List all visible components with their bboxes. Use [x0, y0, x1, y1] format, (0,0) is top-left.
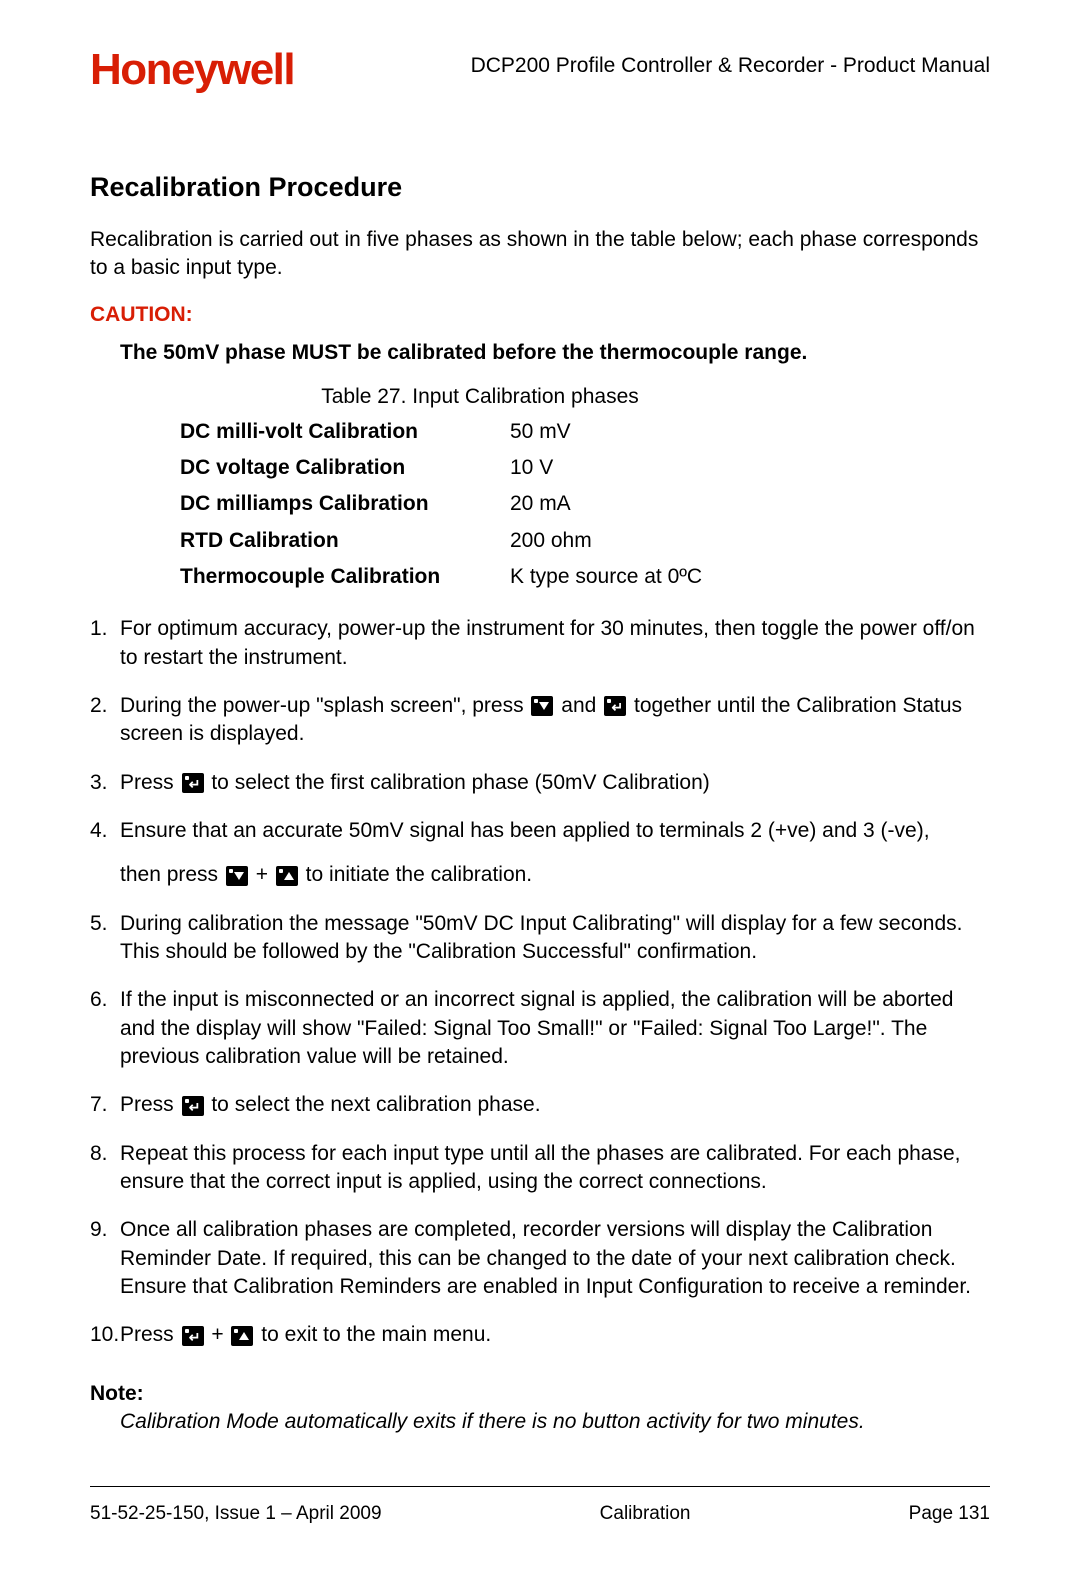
footer-right: Page 131 — [909, 1501, 990, 1527]
phase-label: RTD Calibration — [180, 527, 510, 555]
enter-key-icon — [182, 1326, 204, 1346]
step-4: 4. Ensure that an accurate 50mV signal h… — [90, 817, 990, 890]
table-caption: Table 27. Input Calibration phases — [270, 383, 690, 411]
step-8: 8. Repeat this process for each input ty… — [90, 1140, 990, 1197]
step-text: Repeat this process for each input type … — [120, 1140, 990, 1197]
step-number: 7. — [90, 1091, 120, 1119]
caution-label: CAUTION: — [90, 301, 990, 329]
step-text: Ensure that an accurate 50mV signal has … — [120, 817, 990, 845]
caution-text: The 50mV phase MUST be calibrated before… — [120, 339, 990, 367]
footer-center: Calibration — [600, 1501, 691, 1527]
phase-label: DC milli-volt Calibration — [180, 418, 510, 446]
step-text: For optimum accuracy, power-up the instr… — [120, 615, 990, 672]
calibration-phase-table: DC milli-volt Calibration 50 mV DC volta… — [180, 418, 990, 592]
table-row: Thermocouple Calibration K type source a… — [180, 563, 990, 591]
step-text: Press + to exit to the main menu. — [120, 1321, 990, 1349]
enter-key-icon — [182, 773, 204, 793]
step-text: Press to select the next calibration pha… — [120, 1091, 990, 1119]
step-number: 5. — [90, 910, 120, 967]
table-row: RTD Calibration 200 ohm — [180, 527, 990, 555]
step-number: 2. — [90, 692, 120, 749]
step-10: 10. Press + to exit to the main menu. — [90, 1321, 990, 1349]
phase-value: 10 V — [510, 454, 553, 482]
step-number: 3. — [90, 769, 120, 797]
step-number: 1. — [90, 615, 120, 672]
step-number: 9. — [90, 1216, 120, 1301]
phase-label: DC milliamps Calibration — [180, 490, 510, 518]
page-header: Honeywell DCP200 Profile Controller & Re… — [90, 40, 990, 99]
note-label: Note: — [90, 1380, 990, 1408]
step-9: 9. Once all calibration phases are compl… — [90, 1216, 990, 1301]
step-text: Press to select the first calibration ph… — [120, 769, 990, 797]
up-arrow-icon — [276, 866, 298, 886]
intro-paragraph: Recalibration is carried out in five pha… — [90, 226, 990, 283]
phase-label: DC voltage Calibration — [180, 454, 510, 482]
step-1: 1. For optimum accuracy, power-up the in… — [90, 615, 990, 672]
step-text: then press + to initiate the calibration… — [120, 861, 990, 889]
step-3: 3. Press to select the first calibration… — [90, 769, 990, 797]
footer-divider — [90, 1486, 990, 1487]
procedure-steps: 1. For optimum accuracy, power-up the in… — [90, 615, 990, 1350]
down-arrow-icon — [226, 866, 248, 886]
step-number: 10. — [90, 1321, 120, 1349]
step-text: Once all calibration phases are complete… — [120, 1216, 990, 1301]
phase-value: K type source at 0ºC — [510, 563, 702, 591]
step-6: 6. If the input is misconnected or an in… — [90, 986, 990, 1071]
phase-value: 20 mA — [510, 490, 571, 518]
brand-logo: Honeywell — [90, 40, 294, 99]
down-arrow-icon — [531, 696, 553, 716]
phase-label: Thermocouple Calibration — [180, 563, 510, 591]
document-title: DCP200 Profile Controller & Recorder - P… — [471, 52, 990, 80]
note-text: Calibration Mode automatically exits if … — [120, 1408, 990, 1436]
step-number: 6. — [90, 986, 120, 1071]
enter-key-icon — [182, 1096, 204, 1116]
step-2: 2. During the power-up "splash screen", … — [90, 692, 990, 749]
table-row: DC milliamps Calibration 20 mA — [180, 490, 990, 518]
footer-left: 51-52-25-150, Issue 1 – April 2009 — [90, 1501, 382, 1527]
page-footer: 51-52-25-150, Issue 1 – April 2009 Calib… — [90, 1501, 990, 1527]
table-row: DC voltage Calibration 10 V — [180, 454, 990, 482]
step-number: 8. — [90, 1140, 120, 1197]
phase-value: 50 mV — [510, 418, 571, 446]
note-block: Note: Calibration Mode automatically exi… — [90, 1380, 990, 1437]
enter-key-icon — [604, 696, 626, 716]
step-text: During calibration the message "50mV DC … — [120, 910, 990, 967]
phase-value: 200 ohm — [510, 527, 592, 555]
step-7: 7. Press to select the next calibration … — [90, 1091, 990, 1119]
step-number: 4. — [90, 817, 120, 890]
step-text: During the power-up "splash screen", pre… — [120, 692, 990, 749]
section-heading: Recalibration Procedure — [90, 169, 990, 205]
table-row: DC milli-volt Calibration 50 mV — [180, 418, 990, 446]
up-arrow-icon — [231, 1326, 253, 1346]
step-5: 5. During calibration the message "50mV … — [90, 910, 990, 967]
step-text: If the input is misconnected or an incor… — [120, 986, 990, 1071]
